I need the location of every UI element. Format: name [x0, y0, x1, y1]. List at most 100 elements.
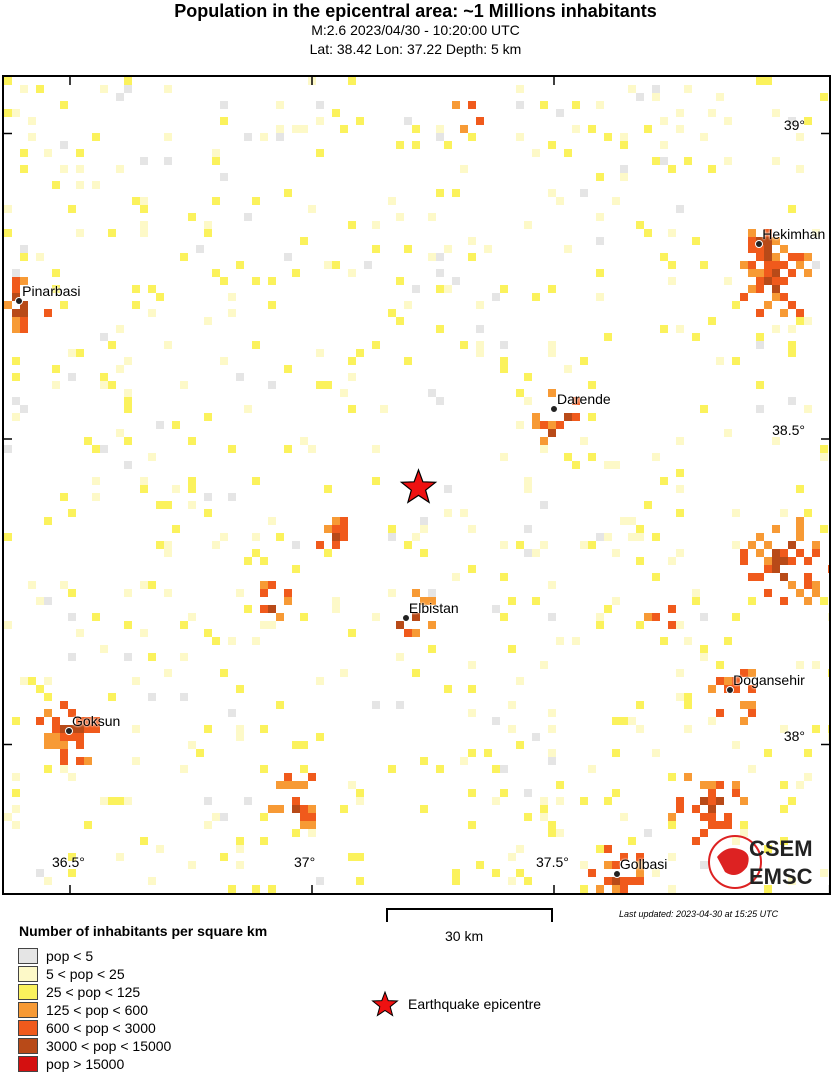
population-cell — [244, 133, 252, 141]
population-cell — [340, 525, 348, 533]
population-cell — [236, 845, 244, 853]
population-cell — [756, 333, 764, 341]
population-cell — [308, 773, 316, 781]
population-cell — [772, 293, 780, 301]
population-cell — [772, 261, 780, 269]
population-cell — [788, 205, 796, 213]
city-marker[interactable] — [612, 870, 621, 879]
population-cell — [764, 245, 772, 253]
lon-tick-label: 36.5° — [52, 854, 85, 870]
population-cell — [268, 605, 276, 613]
city-label: Golbasi — [619, 856, 668, 873]
population-cell — [180, 765, 188, 773]
population-cell — [444, 685, 452, 693]
population-cell — [212, 541, 220, 549]
population-cell — [12, 821, 20, 829]
population-cell — [828, 613, 829, 621]
population-cell — [716, 357, 724, 365]
population-cell — [316, 677, 324, 685]
city-marker[interactable] — [65, 727, 74, 736]
population-cell — [756, 277, 764, 285]
population-cell — [820, 93, 828, 101]
population-cell — [500, 285, 508, 293]
population-cell — [4, 813, 12, 821]
population-cell — [692, 237, 700, 245]
population-cell — [788, 581, 796, 589]
last-updated: Last updated: 2023-04-30 at 15:25 UTC — [619, 909, 779, 919]
population-cell — [756, 549, 764, 557]
population-cell — [708, 781, 716, 789]
population-cell — [148, 653, 156, 661]
population-cell — [292, 269, 300, 277]
city-marker[interactable] — [755, 240, 764, 249]
population-cell — [260, 605, 268, 613]
population-cell — [436, 765, 444, 773]
population-cell — [476, 325, 484, 333]
population-cell — [428, 253, 436, 261]
population-cell — [20, 253, 28, 261]
population-cell — [28, 133, 36, 141]
population-cell — [788, 269, 796, 277]
city-marker[interactable] — [401, 614, 410, 623]
population-cell — [180, 253, 188, 261]
population-cell — [340, 517, 348, 525]
population-cell — [412, 629, 420, 637]
population-cell — [252, 277, 260, 285]
city-marker[interactable] — [15, 296, 24, 305]
population-cell — [572, 125, 580, 133]
population-cell — [300, 805, 308, 813]
population-cell — [412, 285, 420, 293]
population-cell — [740, 821, 748, 829]
population-cell — [44, 693, 52, 701]
population-cell — [772, 109, 780, 117]
population-cell — [540, 541, 548, 549]
population-cell — [620, 877, 628, 885]
population-cell — [348, 853, 356, 861]
population-cell — [804, 509, 812, 517]
population-cell — [292, 565, 300, 573]
population-cell — [68, 653, 76, 661]
population-cell — [780, 509, 788, 517]
event-info: M:2.6 2023/04/30 - 10:20:00 UTC — [311, 22, 520, 38]
population-cell — [356, 349, 364, 357]
population-cell — [260, 133, 268, 141]
population-cell — [268, 301, 276, 309]
population-cell — [548, 749, 556, 757]
population-cell — [284, 365, 292, 373]
population-cell — [700, 405, 708, 413]
population-cell — [332, 605, 340, 613]
city-marker[interactable] — [550, 405, 558, 414]
population-cell — [452, 877, 460, 885]
population-cell — [788, 797, 796, 805]
epicenter-star-icon[interactable] — [399, 468, 438, 504]
population-cell — [508, 701, 516, 709]
population-cell — [140, 485, 148, 493]
population-cell — [548, 613, 556, 621]
population-cell — [748, 685, 756, 693]
population-cell — [548, 725, 556, 733]
population-cell — [164, 85, 172, 93]
population-cell — [820, 453, 828, 461]
population-cell — [156, 421, 164, 429]
city-marker[interactable] — [726, 686, 735, 695]
population-cell — [436, 133, 444, 141]
population-cell — [92, 717, 100, 725]
population-cell — [20, 85, 28, 93]
population-cell — [348, 781, 356, 789]
population-cell — [596, 533, 604, 541]
population-cell — [12, 109, 20, 117]
population-cell — [516, 677, 524, 685]
population-cell — [780, 837, 788, 845]
population-cell — [684, 701, 692, 709]
population-cell — [124, 389, 132, 397]
population-cell — [452, 573, 460, 581]
legend-label: 125 < pop < 600 — [46, 1001, 148, 1018]
population-cell — [84, 725, 92, 733]
population-cell — [596, 621, 604, 629]
population-cell — [260, 837, 268, 845]
population-cell — [44, 877, 52, 885]
population-cell — [260, 589, 268, 597]
population-cell — [348, 629, 356, 637]
population-map[interactable]: 36.5° 37° 37.5° 39° 38.5° 38° Pinarbasi Hekimha… — [2, 75, 831, 895]
population-cell — [772, 237, 780, 245]
